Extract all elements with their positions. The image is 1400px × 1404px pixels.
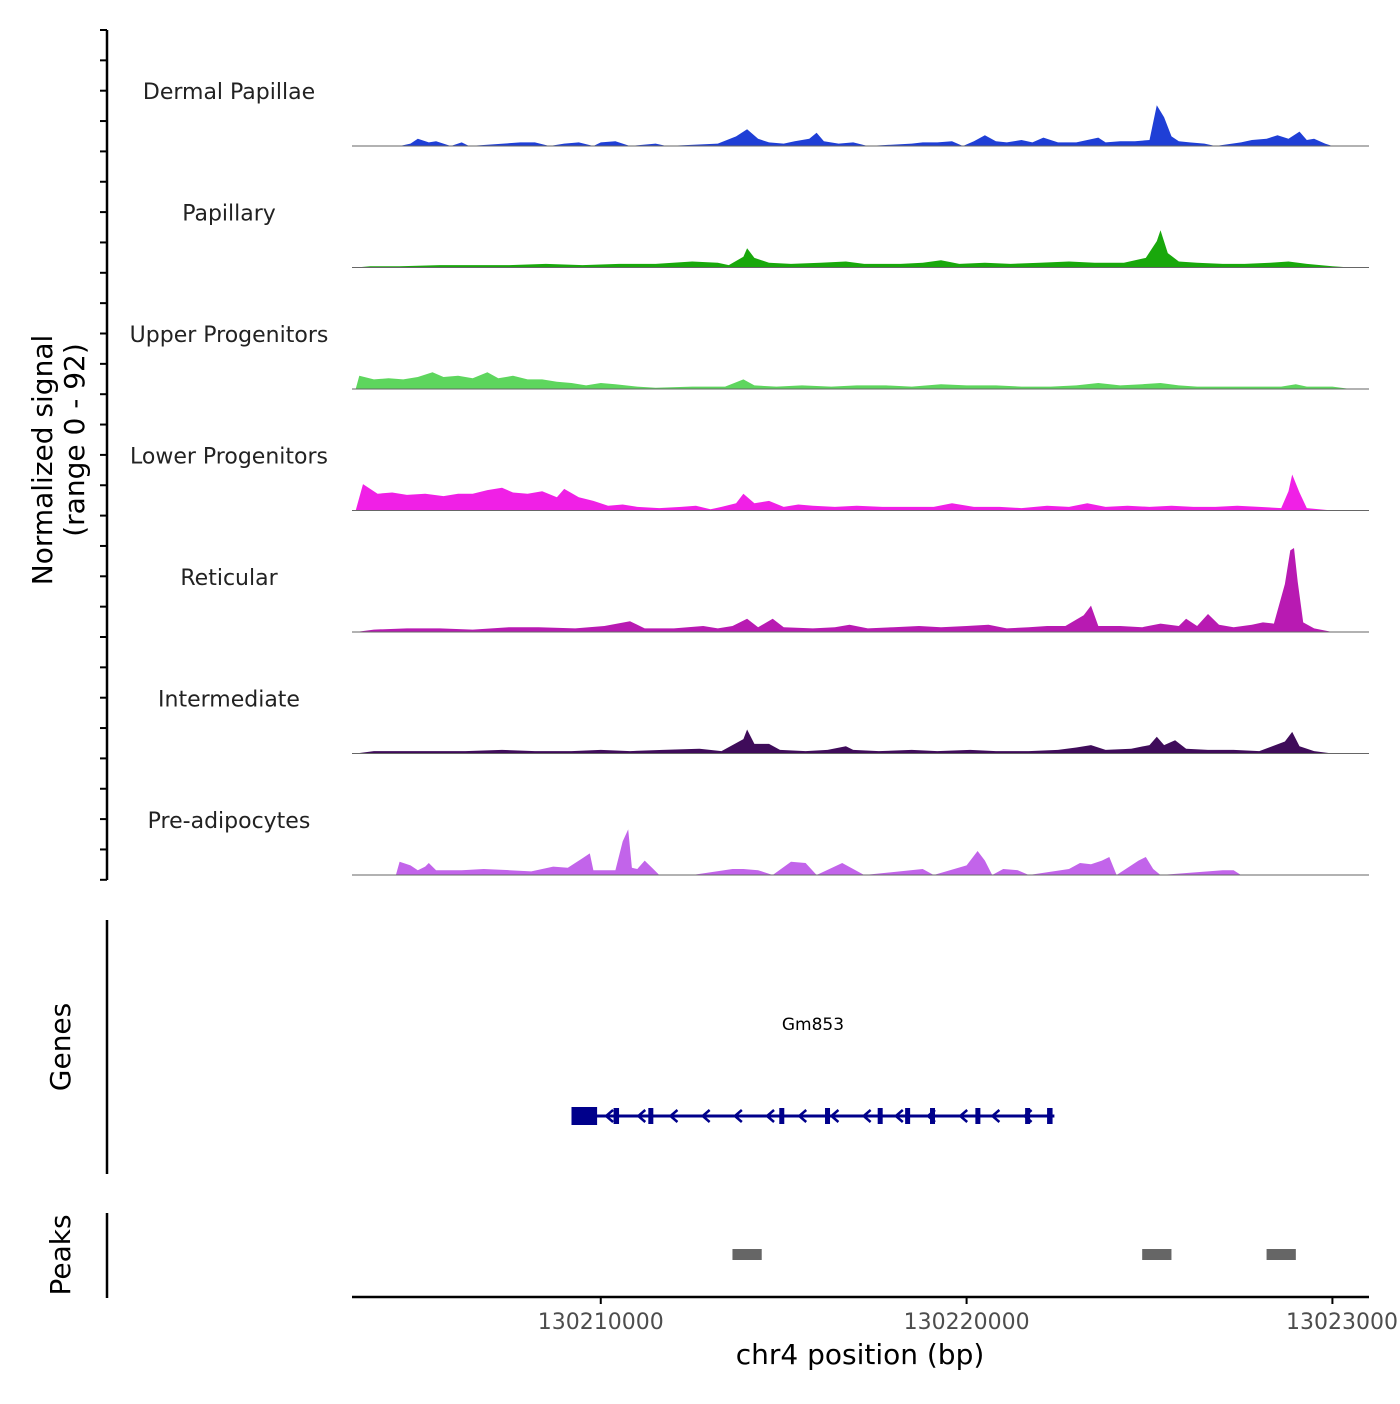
gene-strand-arrow	[700, 1109, 711, 1123]
peak-region	[1266, 1249, 1296, 1260]
gene-exon	[930, 1108, 936, 1124]
peak-region	[732, 1249, 762, 1260]
x-axis-label: chr4 position (bp)	[736, 1338, 985, 1371]
gene-exon	[1025, 1108, 1031, 1124]
coverage-tracks: Dermal Papillae Papillary Upper Progenitor…	[130, 80, 1369, 876]
x-tick-label: 130210000	[538, 1310, 664, 1335]
gene-strand-arrow	[604, 1109, 614, 1123]
gene-exon	[779, 1108, 785, 1124]
peak-region	[1142, 1249, 1172, 1260]
x-tick-label: 13023000	[1286, 1310, 1398, 1335]
signal-area-dermal-papillae	[399, 105, 1333, 146]
track-label-dermal-papillae: Dermal Papillae	[143, 80, 315, 105]
gene-exon	[1047, 1108, 1053, 1124]
signal-area-papillary	[355, 230, 1351, 268]
gene-label: Gm853	[782, 1015, 844, 1035]
gene-exon	[613, 1108, 620, 1124]
gene-exon	[648, 1108, 654, 1124]
gene-exon	[571, 1107, 598, 1125]
track-label-intermediate: Intermediate	[158, 688, 300, 713]
gene-strand-arrow	[990, 1109, 1001, 1123]
signal-area-pre-adipocytes	[395, 829, 1241, 875]
gene-exon	[877, 1108, 883, 1124]
gene-strand-arrow	[829, 1109, 840, 1123]
gene-exon	[975, 1108, 981, 1124]
y-axis-label-line1: Normalized signal	[26, 335, 59, 586]
genes-axis-label: Genes	[44, 1003, 77, 1091]
y-axis-label-line2: (range 0 - 92)	[58, 343, 91, 537]
track-label-lower-progenitors: Lower Progenitors	[130, 445, 328, 470]
track-label-pre-adipocytes: Pre-adipocytes	[148, 809, 311, 834]
gene-track: Gm853	[571, 1015, 1055, 1125]
signal-area-upper-progenitors	[355, 372, 1351, 389]
gene-exon	[825, 1108, 831, 1124]
peaks-axis-label: Peaks	[44, 1214, 77, 1295]
gene-strand-arrow	[668, 1109, 679, 1123]
gene-strand-arrow	[636, 1109, 647, 1123]
signal-area-reticular	[355, 548, 1333, 632]
gene-strand-arrow	[958, 1109, 969, 1123]
gene-strand-arrow	[765, 1109, 775, 1123]
signal-area-intermediate	[355, 729, 1333, 754]
peak-track	[732, 1249, 1296, 1260]
gene-exon	[905, 1108, 911, 1124]
axes: 130210000 130220000 13023000	[100, 29, 1398, 1335]
x-tick-label: 130220000	[904, 1310, 1030, 1335]
gene-strand-arrow	[732, 1109, 743, 1123]
signal-area-lower-progenitors	[355, 474, 1333, 511]
track-label-reticular: Reticular	[180, 566, 278, 591]
gene-strand-arrow	[861, 1109, 872, 1123]
gene-strand-arrow	[893, 1109, 904, 1123]
track-label-papillary: Papillary	[182, 202, 276, 227]
gene-strand-arrow	[797, 1109, 808, 1123]
track-label-upper-progenitors: Upper Progenitors	[130, 323, 329, 348]
